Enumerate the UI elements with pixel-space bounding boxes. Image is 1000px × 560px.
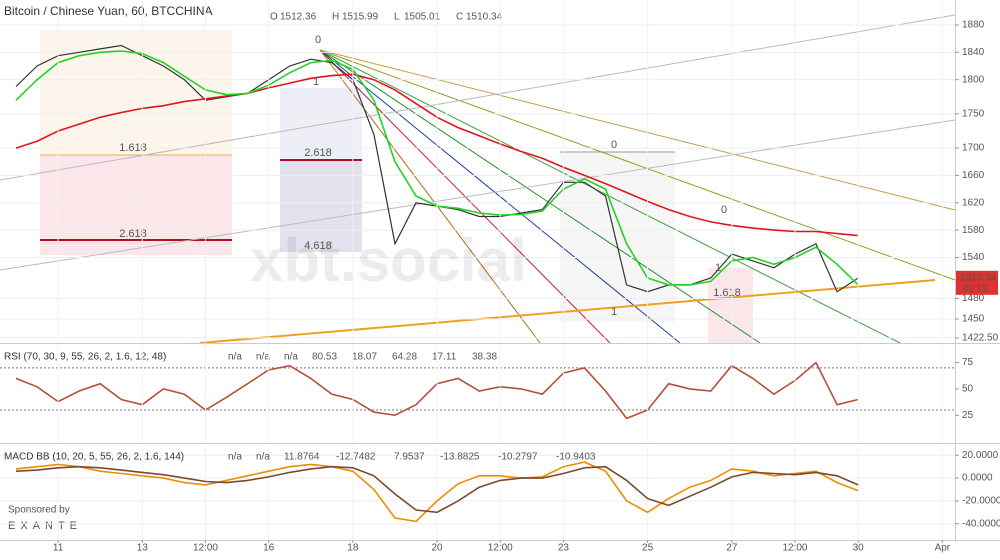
fib-label: 2.618 (119, 228, 147, 240)
sponsor-label: Sponsored by (8, 505, 70, 516)
ohlc-value: 1512.36 (280, 12, 317, 23)
y-tick-label: 1750 (962, 109, 985, 120)
y-tick-label: 1580 (962, 225, 985, 236)
x-tick-label: 12:00 (782, 543, 807, 554)
readout: 38.38 (472, 352, 497, 363)
fan-lines (0, 14, 956, 344)
y-tick-label: 1540 (962, 252, 985, 263)
ohlc-label: O (270, 12, 278, 23)
y-tick-label: 25 (962, 410, 974, 421)
readout: n/a (228, 352, 242, 363)
y-tick-label: 1700 (962, 143, 985, 154)
x-tick-label: 25 (642, 543, 654, 554)
pane-title: MACD BB (10, 20, 5, 55, 26, 2, 1.6, 144) (4, 452, 184, 463)
fib-label: 0 (721, 204, 727, 216)
fib-label: 4.618 (304, 240, 332, 252)
x-tick-label: 13 (137, 543, 149, 554)
fib-zone (560, 152, 675, 322)
last-price: 1510.34 (960, 272, 997, 283)
pane-title: Bitcoin / Chinese Yuan, 60, BTCCHINA (4, 4, 213, 18)
readout: n/a (284, 352, 298, 363)
readout: -13.8825 (440, 452, 480, 463)
x-tick-label: 30 (853, 543, 865, 554)
ohlc-label: L (394, 12, 400, 23)
x-tick-label: 12:00 (488, 543, 513, 554)
readout: 18.07 (352, 352, 377, 363)
y-tick-label: 1480 (962, 293, 985, 304)
fan-line (319, 49, 901, 344)
fib-label: 1 (313, 76, 319, 88)
fib-label: 0 (315, 34, 321, 46)
series-line (15, 465, 859, 514)
sponsor-name: EXANTE (8, 520, 82, 532)
pane-title: RSI (70, 30, 9, 55, 26, 2, 1.6, 12, 48) (4, 352, 166, 363)
fib-label: 2.618 (304, 147, 332, 159)
trend-line (0, 14, 956, 181)
readout: 80.53 (312, 352, 337, 363)
y-tick-label: 1620 (962, 197, 985, 208)
countdown: 01:19 (963, 283, 988, 294)
fib-label: 1 (715, 262, 721, 274)
fan-line (319, 49, 956, 211)
readout: -10.9403 (556, 452, 596, 463)
ohlc-label: C (456, 12, 463, 23)
ohlc-label: H (332, 12, 339, 23)
ohlc-value: 1515.99 (342, 12, 379, 23)
readout: -10.2797 (498, 452, 538, 463)
x-tick-label: 23 (558, 543, 570, 554)
fib-zone (40, 30, 232, 155)
fan-line (319, 49, 956, 281)
readout: 7.9537 (394, 452, 425, 463)
readout: n/a (256, 452, 270, 463)
x-tick-label: 12:00 (193, 543, 218, 554)
y-tick-label: 20.0000 (962, 450, 999, 461)
y-tick-label: 75 (962, 357, 974, 368)
x-tick-label: 27 (726, 543, 738, 554)
y-tick-label: -20.0000 (962, 496, 1000, 507)
y-tick-label: 1450 (962, 314, 985, 325)
fib-label: 0 (611, 139, 617, 151)
trend-line (0, 119, 956, 271)
watermark: xbt.social (250, 227, 527, 294)
y-tick-label: 1660 (962, 170, 985, 181)
fan-line (319, 49, 761, 344)
readout: n/a (256, 352, 270, 363)
readout: -12.7482 (336, 452, 376, 463)
fib-label: 1.618 (713, 287, 741, 299)
x-tick-label: 20 (432, 543, 444, 554)
readout: 64.28 (392, 352, 417, 363)
series-line (15, 461, 859, 523)
ohlc-value: 1510.34 (466, 12, 503, 23)
fib-label: 1 (611, 306, 617, 318)
y-tick-label: 1840 (962, 47, 985, 58)
y-tick-label: 1422.50 (962, 333, 999, 344)
y-tick-label: 50 (962, 384, 974, 395)
y-tick-label: 0.0000 (962, 473, 993, 484)
y-tick-label: 1800 (962, 74, 985, 85)
last-price-tag (956, 270, 998, 295)
y-tick-label: -40.0000 (962, 518, 1000, 529)
fib-zone (708, 268, 753, 343)
readout: n/a (228, 452, 242, 463)
fib-label: 1.618 (119, 142, 147, 154)
readout: 11.8764 (284, 452, 320, 463)
x-tick-label: 11 (53, 543, 64, 554)
fan-line (319, 49, 541, 344)
readout: 17.11 (432, 352, 457, 363)
trend-line (199, 279, 936, 344)
x-tick-label: 16 (263, 543, 275, 554)
fib-boxes (40, 30, 753, 343)
y-tick-label: 1880 (962, 20, 985, 31)
x-tick-label: Apr (935, 543, 951, 554)
x-tick-label: 18 (347, 543, 359, 554)
ohlc-value: 1505.01 (404, 12, 441, 23)
